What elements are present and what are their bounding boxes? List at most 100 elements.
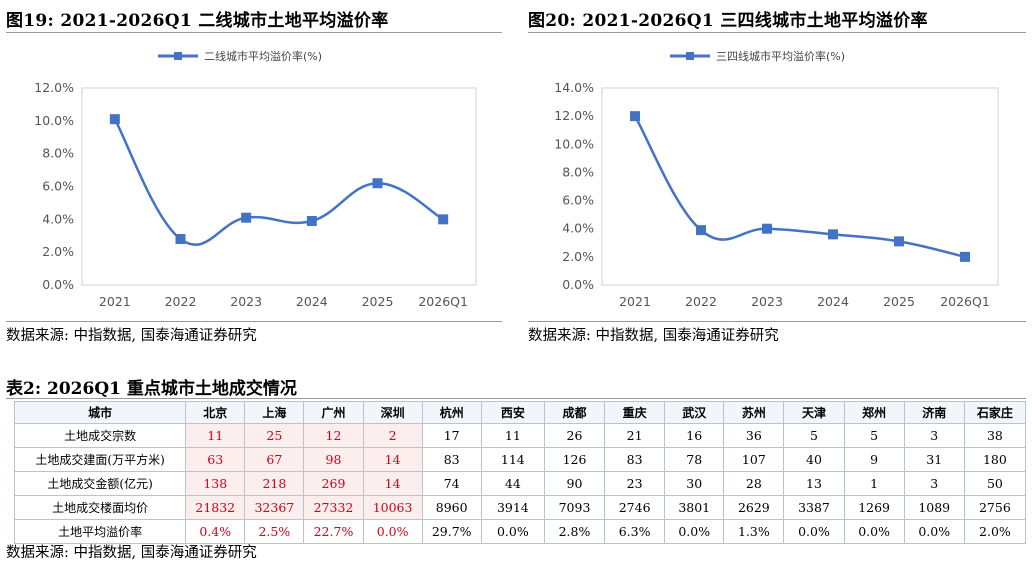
table-cell: 98 xyxy=(303,447,364,472)
table-cell: 0.4% xyxy=(185,519,246,544)
table-cell: 0.0% xyxy=(903,519,965,544)
table-cell: 2.0% xyxy=(963,519,1027,544)
table-cell: 36 xyxy=(723,423,785,448)
figure-20-title: 图20: 2021-2026Q1 三四线城市土地平均溢价率 xyxy=(528,11,928,31)
table-cell: 11 xyxy=(185,423,246,448)
data-point xyxy=(894,236,904,247)
legend: 二线城市平均溢价率(%) xyxy=(158,49,322,63)
table-cell: 0.0% xyxy=(783,519,845,544)
table-cell: 0.0% xyxy=(843,519,905,544)
table-row: 土地平均溢价率 0.4% 2.5% 22.7% 0.0% 29.7% 0.0% 2.8% 6.3… xyxy=(13,519,1027,544)
y-tick-label: 12.0% xyxy=(34,80,74,95)
data-point xyxy=(109,114,120,125)
figure-19-source: 数据来源: 中指数据, 国泰海通证券研究 xyxy=(6,328,257,344)
table-cell: 3 xyxy=(903,471,965,496)
table-cell: 78 xyxy=(664,447,725,472)
x-tick-label: 2022 xyxy=(165,294,197,309)
table-2-source: 数据来源: 中指数据, 国泰海通证券研究 xyxy=(6,545,257,561)
data-point xyxy=(960,251,970,262)
table-cell: 16 xyxy=(664,423,725,448)
source-rule-left xyxy=(6,321,502,322)
y-tick-label: 10.0% xyxy=(554,136,594,151)
y-tick-label: 2.0% xyxy=(42,244,74,259)
data-point xyxy=(241,212,252,223)
figure-20-source: 数据来源: 中指数据, 国泰海通证券研究 xyxy=(528,328,779,344)
table-cell: 6.3% xyxy=(604,519,666,544)
table-cell: 8960 xyxy=(421,495,482,520)
row-label: 土地平均溢价率 xyxy=(13,519,187,544)
table-cell: 27332 xyxy=(303,495,364,520)
table-cell: 114 xyxy=(480,447,545,472)
data-point xyxy=(762,223,772,234)
series-line xyxy=(113,118,444,246)
y-tick-label: 8.0% xyxy=(42,146,74,161)
header-cell: 成都 xyxy=(543,401,606,424)
table-cell: 38 xyxy=(963,423,1027,448)
legend: 三四线城市平均溢价率(%) xyxy=(670,49,845,63)
table-cell: 1.3% xyxy=(723,519,785,544)
table-cell: 5 xyxy=(843,423,905,448)
y-tick-label: 12.0% xyxy=(554,108,594,123)
table-cell: 10063 xyxy=(362,495,423,520)
table-cell: 1089 xyxy=(903,495,965,520)
table-cell: 2.5% xyxy=(244,519,305,544)
table-cell: 0.0% xyxy=(480,519,545,544)
table-cell: 63 xyxy=(185,447,246,472)
series-line xyxy=(633,115,966,259)
header-cell: 武汉 xyxy=(664,401,725,424)
row-label: 土地成交宗数 xyxy=(13,423,187,448)
table-cell: 2629 xyxy=(723,495,785,520)
table-cell: 74 xyxy=(421,471,482,496)
table-row: 土地成交楼面均价 21832 32367 27332 10063 8960 3914 7093… xyxy=(13,495,1027,520)
y-tick-label: 10.0% xyxy=(34,113,74,128)
table-cell: 269 xyxy=(303,471,364,496)
data-point xyxy=(175,234,186,245)
table-cell: 12 xyxy=(303,423,364,448)
y-tick-label: 0.0% xyxy=(562,277,594,292)
table-cell: 83 xyxy=(421,447,482,472)
x-tick-label: 2025 xyxy=(362,294,394,309)
table-cell: 17 xyxy=(421,423,482,448)
x-tick-label: 2021 xyxy=(99,294,131,309)
row-label: 土地成交楼面均价 xyxy=(13,495,187,520)
table-cell: 1 xyxy=(843,471,905,496)
chart-left: 二线城市平均溢价率(%) 0.0% 2.0% 4.0% 6.0% 8.0% 10.0% 12.… xyxy=(34,49,477,309)
table-title-rule xyxy=(6,398,1026,399)
y-tick-label: 2.0% xyxy=(562,249,594,264)
table-cell: 31 xyxy=(903,447,965,472)
header-cell: 北京 xyxy=(185,401,246,424)
x-tick-label: 2026Q1 xyxy=(418,294,468,309)
header-cell: 城市 xyxy=(13,401,187,424)
data-point xyxy=(372,178,383,189)
header-cell: 济南 xyxy=(903,401,965,424)
table-cell: 83 xyxy=(604,447,666,472)
x-tick-label: 2023 xyxy=(751,294,783,309)
legend-label: 三四线城市平均溢价率(%) xyxy=(716,49,845,63)
title-rule-left xyxy=(6,32,502,33)
table-cell: 67 xyxy=(244,447,305,472)
legend-marker xyxy=(686,52,694,60)
table-2-title: 表2: 2026Q1 重点城市土地成交情况 xyxy=(6,379,297,399)
table-cell: 21832 xyxy=(185,495,246,520)
table-cell: 1269 xyxy=(843,495,905,520)
table-cell: 21 xyxy=(604,423,666,448)
table-cell: 3387 xyxy=(783,495,845,520)
table-cell: 3801 xyxy=(664,495,725,520)
city-land-table: 城市 北京 上海 广州 深圳 杭州 西安 成都 重庆 武汉 苏州 天津 郑州 济… xyxy=(13,401,1027,544)
table-cell: 3914 xyxy=(480,495,545,520)
table-cell: 5 xyxy=(783,423,845,448)
legend-label: 二线城市平均溢价率(%) xyxy=(204,49,322,63)
y-tick-label: 0.0% xyxy=(42,277,74,292)
table-cell: 11 xyxy=(480,423,545,448)
table-cell: 2.8% xyxy=(543,519,606,544)
table-header-row: 城市 北京 上海 广州 深圳 杭州 西安 成都 重庆 武汉 苏州 天津 郑州 济… xyxy=(13,401,1027,424)
header-cell: 上海 xyxy=(244,401,305,424)
chart-right: 三四线城市平均溢价率(%) 0.0% 2.0% 4.0% 6.0% 8.0% 10.0% 12… xyxy=(554,49,999,309)
x-tick-label: 2024 xyxy=(296,294,328,309)
table-cell: 29.7% xyxy=(421,519,482,544)
table-cell: 7093 xyxy=(543,495,606,520)
table-cell: 25 xyxy=(244,423,305,448)
table-cell: 2756 xyxy=(963,495,1027,520)
table-cell: 50 xyxy=(963,471,1027,496)
header-cell: 深圳 xyxy=(362,401,423,424)
